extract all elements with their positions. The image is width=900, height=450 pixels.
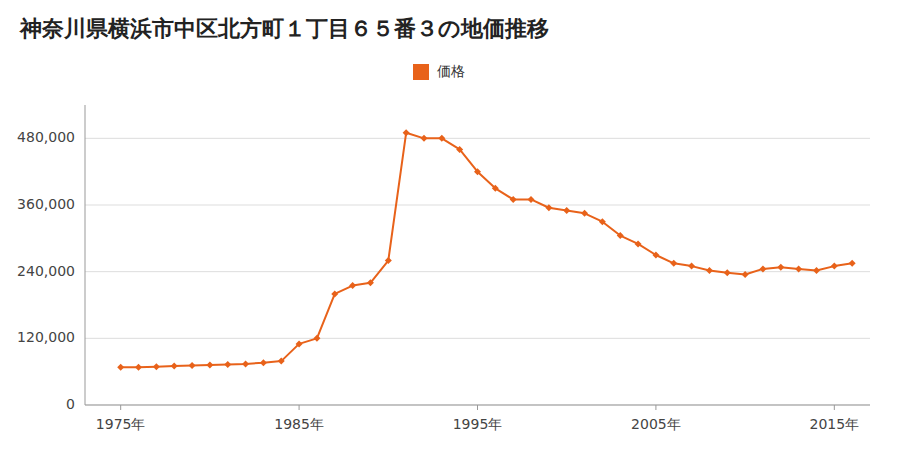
x-tick-label: 2005年 [631, 416, 681, 432]
grid-line [85, 205, 870, 206]
series-marker [492, 185, 499, 192]
series-marker [670, 260, 677, 267]
series-marker [474, 168, 481, 175]
series-marker [456, 146, 463, 153]
x-tick-label: 1995年 [453, 416, 503, 432]
series-marker [385, 257, 392, 264]
series-marker [563, 207, 570, 214]
series-marker [171, 363, 178, 370]
legend-label: 価格 [437, 63, 465, 79]
series-marker [635, 240, 642, 247]
series-marker [189, 362, 196, 369]
y-axis-line [85, 105, 86, 405]
series-marker [117, 364, 124, 371]
y-tick-label: 480,000 [17, 129, 75, 145]
series-marker [813, 267, 820, 274]
series-marker [528, 196, 535, 203]
series-marker [795, 265, 802, 272]
x-tick-label: 1975年 [96, 416, 146, 432]
series-marker [224, 361, 231, 368]
x-tick [655, 405, 656, 410]
series-marker [849, 260, 856, 267]
series-marker [331, 290, 338, 297]
series-marker [242, 360, 249, 367]
legend: 価格 [413, 63, 465, 80]
y-tick-label: 360,000 [17, 196, 75, 212]
series-marker [599, 218, 606, 225]
series-marker [313, 335, 320, 342]
series-marker [688, 263, 695, 270]
series-line [121, 133, 852, 367]
title: 神奈川県横浜市中区北方町１丁目６５番３の地価推移 [19, 16, 549, 41]
series-marker [831, 263, 838, 270]
x-tick [299, 405, 300, 410]
series-marker [724, 269, 731, 276]
series-marker [260, 359, 267, 366]
series-marker [206, 362, 213, 369]
x-tick-label: 1985年 [274, 416, 324, 432]
series-marker [296, 340, 303, 347]
series-marker [759, 265, 766, 272]
series-marker [153, 363, 160, 370]
series-marker [777, 264, 784, 271]
series-marker [652, 252, 659, 259]
x-tick-label: 2015年 [809, 416, 859, 432]
chart: 神奈川県横浜市中区北方町１丁目６５番３の地価推移 0 120,000 240,000 3… [0, 0, 900, 450]
series-marker [135, 364, 142, 371]
plot-area [117, 129, 855, 370]
series-marker [438, 135, 445, 142]
y-tick-label: 0 [66, 396, 75, 412]
series-marker [367, 279, 374, 286]
y-tick-label: 120,000 [17, 329, 75, 345]
series-marker [403, 129, 410, 136]
legend-swatch [413, 64, 429, 80]
x-tick [834, 405, 835, 410]
series-marker [278, 358, 285, 365]
series-marker [706, 267, 713, 274]
grid-line [85, 138, 870, 139]
x-tick [120, 405, 121, 410]
x-tick [477, 405, 478, 410]
series-marker [420, 135, 427, 142]
series-marker [742, 271, 749, 278]
series-marker [617, 232, 624, 239]
series-marker [510, 196, 517, 203]
series-marker [581, 210, 588, 217]
y-tick-label: 240,000 [17, 263, 75, 279]
grid-line [85, 338, 870, 339]
series-marker [545, 204, 552, 211]
series-marker [349, 282, 356, 289]
